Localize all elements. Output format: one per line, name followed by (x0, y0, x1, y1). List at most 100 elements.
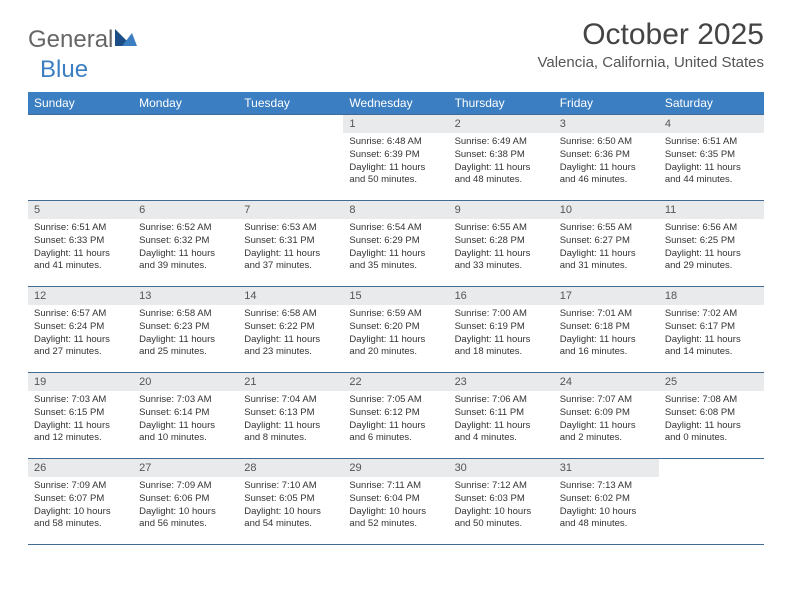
cell-detail: Sunrise: 7:03 AMSunset: 6:15 PMDaylight:… (28, 391, 133, 450)
calendar-body: ...... 1Sunrise: 6:48 AMSunset: 6:39 PMDa… (28, 115, 764, 545)
day-header: Tuesday (238, 92, 343, 115)
calendar-week-row: 19Sunrise: 7:03 AMSunset: 6:15 PMDayligh… (28, 373, 764, 459)
day-number: 18 (659, 287, 764, 305)
cell-detail: Sunrise: 7:00 AMSunset: 6:19 PMDaylight:… (449, 305, 554, 364)
day-number: 1 (343, 115, 448, 133)
brand-blue-text: Blue (28, 56, 88, 84)
calendar-cell: 10Sunrise: 6:55 AMSunset: 6:27 PMDayligh… (554, 201, 659, 287)
cell-detail: Sunrise: 7:09 AMSunset: 6:07 PMDaylight:… (28, 477, 133, 536)
day-number: 26 (28, 459, 133, 477)
cell-detail: Sunrise: 6:58 AMSunset: 6:23 PMDaylight:… (133, 305, 238, 364)
cell-detail: Sunrise: 7:01 AMSunset: 6:18 PMDaylight:… (554, 305, 659, 364)
day-header: Monday (133, 92, 238, 115)
day-number: 31 (554, 459, 659, 477)
calendar-cell: 2Sunrise: 6:49 AMSunset: 6:38 PMDaylight… (449, 115, 554, 201)
cell-detail: Sunrise: 6:51 AMSunset: 6:33 PMDaylight:… (28, 219, 133, 278)
cell-detail: Sunrise: 7:08 AMSunset: 6:08 PMDaylight:… (659, 391, 764, 450)
cell-detail: Sunrise: 6:54 AMSunset: 6:29 PMDaylight:… (343, 219, 448, 278)
calendar-cell: 14Sunrise: 6:58 AMSunset: 6:22 PMDayligh… (238, 287, 343, 373)
cell-detail: Sunrise: 7:05 AMSunset: 6:12 PMDaylight:… (343, 391, 448, 450)
cell-detail: Sunrise: 6:50 AMSunset: 6:36 PMDaylight:… (554, 133, 659, 192)
day-number: 16 (449, 287, 554, 305)
day-number: 7 (238, 201, 343, 219)
calendar-cell: 13Sunrise: 6:58 AMSunset: 6:23 PMDayligh… (133, 287, 238, 373)
calendar-cell: 28Sunrise: 7:10 AMSunset: 6:05 PMDayligh… (238, 459, 343, 545)
calendar-cell: 31Sunrise: 7:13 AMSunset: 6:02 PMDayligh… (554, 459, 659, 545)
cell-detail: Sunrise: 7:06 AMSunset: 6:11 PMDaylight:… (449, 391, 554, 450)
day-number: 6 (133, 201, 238, 219)
calendar-cell: 25Sunrise: 7:08 AMSunset: 6:08 PMDayligh… (659, 373, 764, 459)
calendar-cell: 15Sunrise: 6:59 AMSunset: 6:20 PMDayligh… (343, 287, 448, 373)
calendar-cell: 17Sunrise: 7:01 AMSunset: 6:18 PMDayligh… (554, 287, 659, 373)
calendar-cell: 26Sunrise: 7:09 AMSunset: 6:07 PMDayligh… (28, 459, 133, 545)
calendar-cell: 9Sunrise: 6:55 AMSunset: 6:28 PMDaylight… (449, 201, 554, 287)
calendar-cell: .. (28, 115, 133, 201)
day-number: 11 (659, 201, 764, 219)
day-number: 19 (28, 373, 133, 391)
cell-detail: Sunrise: 6:58 AMSunset: 6:22 PMDaylight:… (238, 305, 343, 364)
cell-detail: Sunrise: 7:03 AMSunset: 6:14 PMDaylight:… (133, 391, 238, 450)
calendar-cell: 21Sunrise: 7:04 AMSunset: 6:13 PMDayligh… (238, 373, 343, 459)
cell-detail: Sunrise: 6:59 AMSunset: 6:20 PMDaylight:… (343, 305, 448, 364)
calendar-cell: .. (133, 115, 238, 201)
calendar-cell: 4Sunrise: 6:51 AMSunset: 6:35 PMDaylight… (659, 115, 764, 201)
calendar-cell: 7Sunrise: 6:53 AMSunset: 6:31 PMDaylight… (238, 201, 343, 287)
day-number: 3 (554, 115, 659, 133)
calendar-cell: 18Sunrise: 7:02 AMSunset: 6:17 PMDayligh… (659, 287, 764, 373)
day-number: 13 (133, 287, 238, 305)
calendar-cell: 20Sunrise: 7:03 AMSunset: 6:14 PMDayligh… (133, 373, 238, 459)
day-number: 5 (28, 201, 133, 219)
cell-detail: Sunrise: 6:57 AMSunset: 6:24 PMDaylight:… (28, 305, 133, 364)
cell-detail: Sunrise: 6:48 AMSunset: 6:39 PMDaylight:… (343, 133, 448, 192)
day-number: 12 (28, 287, 133, 305)
cell-detail: Sunrise: 7:13 AMSunset: 6:02 PMDaylight:… (554, 477, 659, 536)
calendar-cell: 22Sunrise: 7:05 AMSunset: 6:12 PMDayligh… (343, 373, 448, 459)
cell-detail: Sunrise: 6:49 AMSunset: 6:38 PMDaylight:… (449, 133, 554, 192)
calendar-table: SundayMondayTuesdayWednesdayThursdayFrid… (28, 92, 764, 545)
day-header: Saturday (659, 92, 764, 115)
calendar-cell: 8Sunrise: 6:54 AMSunset: 6:29 PMDaylight… (343, 201, 448, 287)
day-number: 8 (343, 201, 448, 219)
day-number: 15 (343, 287, 448, 305)
calendar-header-row: SundayMondayTuesdayWednesdayThursdayFrid… (28, 92, 764, 115)
calendar-week-row: 5Sunrise: 6:51 AMSunset: 6:33 PMDaylight… (28, 201, 764, 287)
cell-detail: Sunrise: 6:53 AMSunset: 6:31 PMDaylight:… (238, 219, 343, 278)
day-number: 10 (554, 201, 659, 219)
calendar-cell: .. (659, 459, 764, 545)
cell-detail: Sunrise: 6:51 AMSunset: 6:35 PMDaylight:… (659, 133, 764, 192)
day-number: 2 (449, 115, 554, 133)
day-number: 4 (659, 115, 764, 133)
calendar-cell: 1Sunrise: 6:48 AMSunset: 6:39 PMDaylight… (343, 115, 448, 201)
day-number: 30 (449, 459, 554, 477)
day-number: 17 (554, 287, 659, 305)
calendar-cell: 29Sunrise: 7:11 AMSunset: 6:04 PMDayligh… (343, 459, 448, 545)
day-number: 22 (343, 373, 448, 391)
page-header: General Blue October 2025 Valencia, Cali… (28, 18, 764, 84)
cell-detail: Sunrise: 7:09 AMSunset: 6:06 PMDaylight:… (133, 477, 238, 536)
day-number: 23 (449, 373, 554, 391)
cell-detail: Sunrise: 7:11 AMSunset: 6:04 PMDaylight:… (343, 477, 448, 536)
cell-detail: Sunrise: 7:12 AMSunset: 6:03 PMDaylight:… (449, 477, 554, 536)
cell-detail: Sunrise: 6:55 AMSunset: 6:28 PMDaylight:… (449, 219, 554, 278)
day-header: Thursday (449, 92, 554, 115)
day-number: 9 (449, 201, 554, 219)
month-title: October 2025 (537, 18, 764, 52)
day-header: Friday (554, 92, 659, 115)
calendar-cell: 6Sunrise: 6:52 AMSunset: 6:32 PMDaylight… (133, 201, 238, 287)
calendar-cell: 23Sunrise: 7:06 AMSunset: 6:11 PMDayligh… (449, 373, 554, 459)
cell-detail: Sunrise: 7:07 AMSunset: 6:09 PMDaylight:… (554, 391, 659, 450)
calendar-week-row: 12Sunrise: 6:57 AMSunset: 6:24 PMDayligh… (28, 287, 764, 373)
day-header: Sunday (28, 92, 133, 115)
calendar-cell: 12Sunrise: 6:57 AMSunset: 6:24 PMDayligh… (28, 287, 133, 373)
day-header: Wednesday (343, 92, 448, 115)
cell-detail: Sunrise: 6:55 AMSunset: 6:27 PMDaylight:… (554, 219, 659, 278)
calendar-cell: 16Sunrise: 7:00 AMSunset: 6:19 PMDayligh… (449, 287, 554, 373)
cell-detail: Sunrise: 6:56 AMSunset: 6:25 PMDaylight:… (659, 219, 764, 278)
calendar-cell: 19Sunrise: 7:03 AMSunset: 6:15 PMDayligh… (28, 373, 133, 459)
location-text: Valencia, California, United States (537, 54, 764, 71)
day-number: 21 (238, 373, 343, 391)
title-block: October 2025 Valencia, California, Unite… (537, 18, 764, 77)
day-number: 20 (133, 373, 238, 391)
cell-detail: Sunrise: 7:04 AMSunset: 6:13 PMDaylight:… (238, 391, 343, 450)
day-number: 29 (343, 459, 448, 477)
